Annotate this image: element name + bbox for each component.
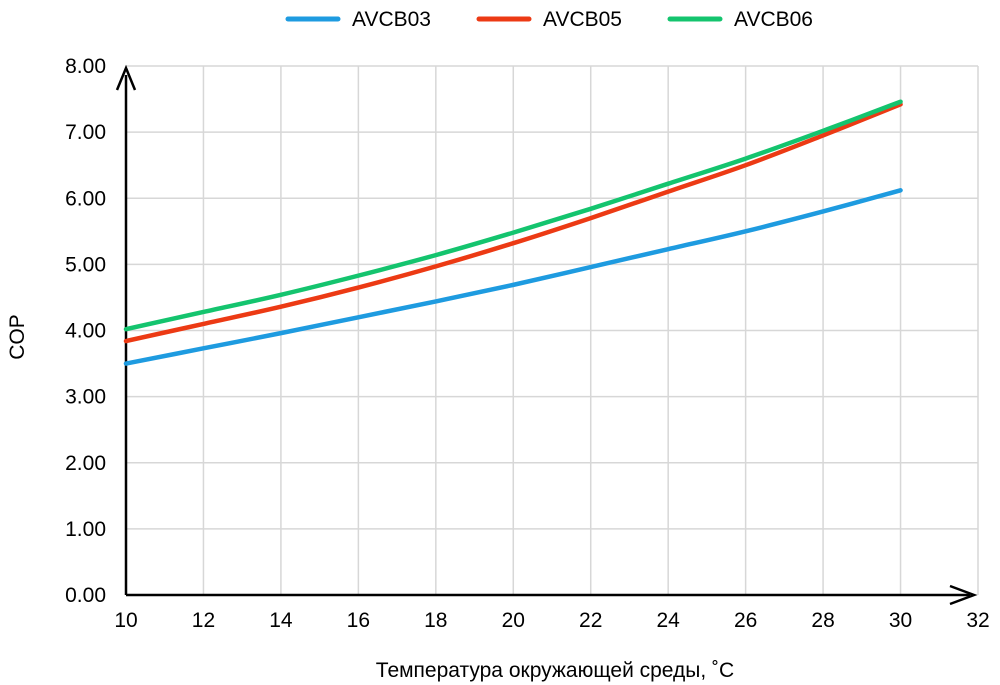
legend-item-avcb03[interactable]: AVCB03: [285, 8, 431, 31]
series-line-avcb06: [123, 99, 903, 332]
tick-labels: 10 12 14 16 18 20 22 24 26 28 30 32 0.00 1.00 2.00 3.00…: [65, 55, 990, 632]
x-tick-label: 20: [502, 609, 525, 632]
x-tick-label: 14: [269, 609, 293, 632]
legend-label-avcb03: AVCB03: [352, 8, 431, 31]
x-tick-label: 30: [889, 609, 912, 632]
axes: [115, 64, 978, 606]
y-axis-arrow: [115, 64, 137, 91]
legend[interactable]: AVCB03 AVCB05 AVCB06: [285, 8, 813, 31]
y-tick-label: 1.00: [65, 518, 106, 541]
legend-item-avcb05[interactable]: AVCB05: [476, 8, 622, 31]
y-tick-label: 3.00: [65, 386, 106, 409]
y-tick-label: 2.00: [65, 452, 106, 475]
x-tick-label: 10: [114, 609, 137, 632]
x-axis-title: Температура окружающей среды, ˚С: [376, 659, 734, 682]
x-tick-label: 32: [966, 609, 989, 632]
x-tick-label: 18: [424, 609, 447, 632]
legend-label-avcb06: AVCB06: [734, 8, 813, 31]
y-tick-label: 0.00: [65, 584, 106, 607]
x-axis-arrow: [949, 584, 978, 606]
grid: [126, 65, 979, 595]
x-tick-label: 28: [811, 609, 834, 632]
x-tick-label: 26: [734, 609, 757, 632]
x-tick-label: 16: [347, 609, 370, 632]
series-line-avcb03: [123, 188, 903, 366]
series-lines: [123, 99, 903, 366]
legend-label-avcb05: AVCB05: [543, 8, 622, 31]
y-tick-label: 4.00: [65, 320, 106, 343]
y-tick-label: 5.00: [65, 253, 106, 276]
legend-item-avcb06[interactable]: AVCB06: [667, 8, 813, 31]
y-axis-title: COP: [6, 314, 29, 360]
y-tick-label: 6.00: [65, 187, 106, 210]
y-tick-label: 8.00: [65, 55, 106, 78]
x-tick-label: 24: [657, 609, 681, 632]
series-line-avcb05: [123, 102, 903, 344]
x-tick-label: 22: [579, 609, 602, 632]
y-tick-label: 7.00: [65, 121, 106, 144]
x-tick-label: 12: [192, 609, 215, 632]
